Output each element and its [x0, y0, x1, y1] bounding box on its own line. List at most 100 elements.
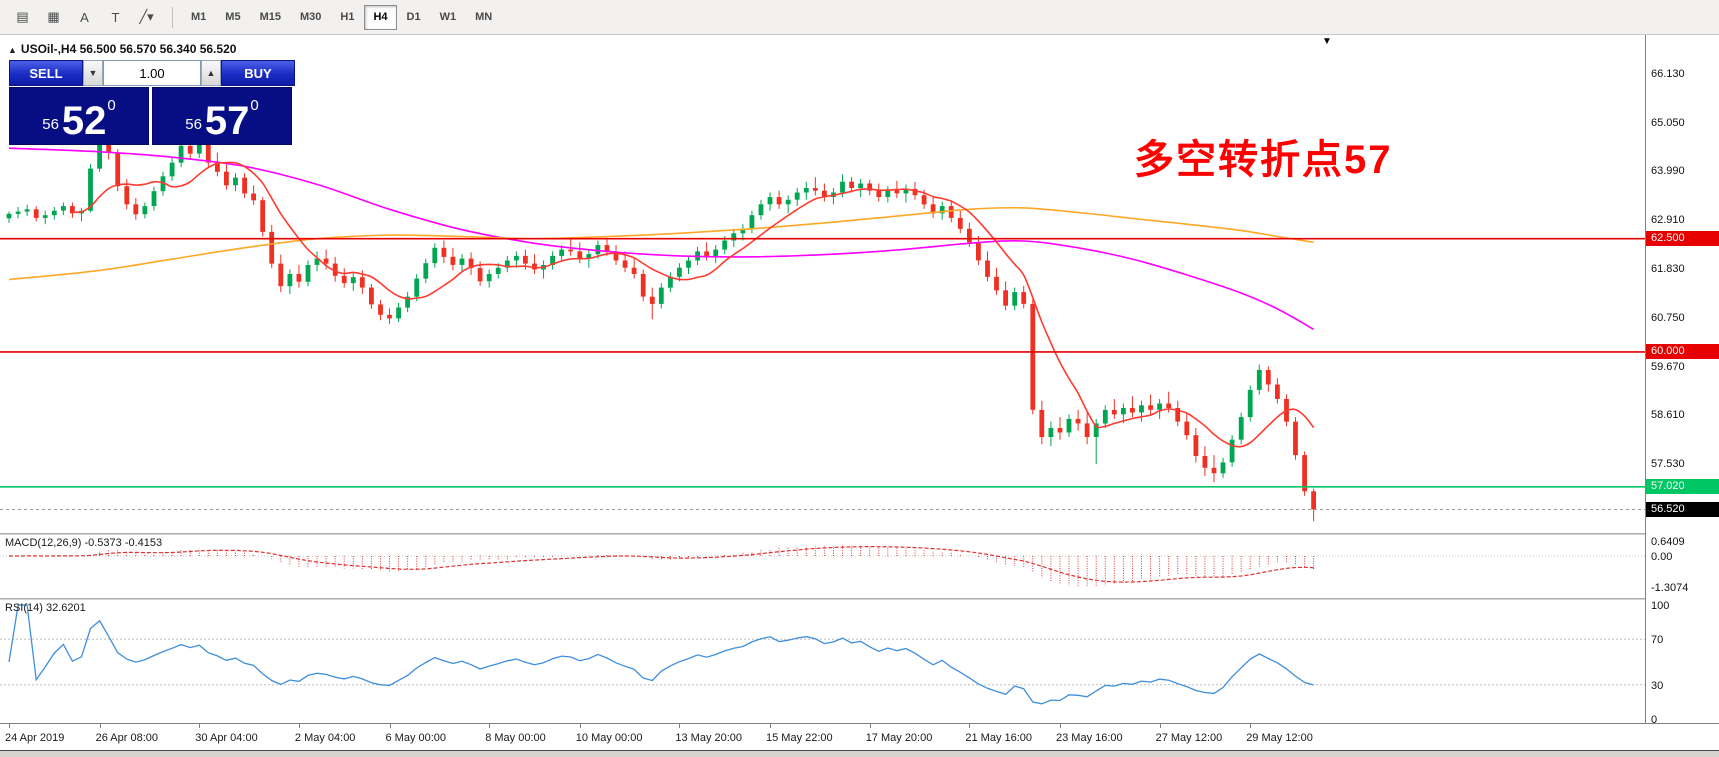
symbol-ohlc-text: USOil-,H4 56.500 56.570 56.340 56.520	[20, 42, 237, 56]
time-axis-tick	[199, 724, 201, 728]
time-axis-label: 8 May 00:00	[485, 732, 546, 744]
timeframe-button-m5[interactable]: M5	[225, 11, 241, 23]
timeframe-button-m30[interactable]: M30	[299, 11, 322, 23]
time-axis-label: 13 May 20:00	[675, 732, 743, 744]
rsi-canvas[interactable]	[0, 600, 1645, 723]
macd-canvas[interactable]	[0, 535, 1645, 598]
price-axis-label: 62.910	[1651, 214, 1685, 227]
time-axis-tick	[869, 724, 871, 728]
toolbar-separator	[172, 6, 173, 28]
rsi-axis-label: 70	[1651, 634, 1664, 647]
time-axis-label: 27 May 12:00	[1155, 732, 1223, 744]
time-axis-tick	[9, 724, 10, 728]
volume-dropdown-icon[interactable]: ▼	[83, 60, 103, 86]
medium-ma-line	[8, 206, 1314, 281]
slow-ma-line	[8, 147, 1314, 330]
ask-big-digits: 57	[204, 99, 250, 144]
bid-pipette: 0	[107, 97, 116, 114]
macd-histogram	[17, 545, 1315, 587]
rsi-axis-label: 30	[1651, 679, 1664, 692]
price-level-badge: 57.020	[1646, 479, 1719, 495]
timeframe-button-mn[interactable]: MN	[475, 11, 493, 23]
macd-axis-label: 0.6409	[1651, 535, 1685, 548]
time-axis-tick	[579, 724, 581, 728]
time-axis-tick	[389, 724, 391, 728]
ask-pipette: 0	[250, 97, 259, 114]
time-axis-label: 6 May 00:00	[385, 732, 447, 744]
price-axis-label: 58.610	[1651, 408, 1685, 421]
bid-prefix: 56	[42, 116, 59, 133]
candlestick-series	[6, 123, 1316, 522]
indicator-list-icon[interactable]: ▦	[47, 9, 60, 24]
toolbar: ▤ ▦ A T ╱▾ M1 M5 M15 M30 H1 H4 D1 W1 MN	[0, 0, 1719, 35]
price-axis-label: 63.990	[1651, 165, 1685, 178]
buy-button[interactable]: BUY	[221, 60, 295, 86]
sell-button[interactable]: SELL	[9, 60, 83, 86]
text-box-icon[interactable]: T	[111, 9, 120, 25]
collapse-triangle-icon[interactable]: ▲	[8, 45, 17, 55]
timeframe-button-w1[interactable]: W1	[439, 11, 457, 23]
time-axis[interactable]: 24 Apr 2019 26 Apr 08:00 30 Apr 04:00 2 May…	[0, 723, 1719, 750]
price-axis[interactable]: 66.130 65.050 63.990 62.910 61.830 60.750 59.6…	[1645, 35, 1719, 726]
one-click-trade-panel: SELL ▼ ▲ BUY 56 52 0 56 57 0	[9, 60, 295, 145]
timeframe-button-group: M1 M5 M15 M30 H1 H4 D1 W1 MN	[182, 4, 502, 30]
volume-input[interactable]	[103, 60, 201, 86]
price-chart-canvas[interactable]	[0, 35, 1645, 533]
rsi-label: RSI(14) 32.6201	[5, 602, 86, 614]
fast-ma-line	[72, 161, 1315, 448]
toolbar-icon-group: ▤ ▦ A T ╱▾	[8, 4, 163, 31]
volume-increase-icon[interactable]: ▲	[201, 60, 221, 86]
macd-signal-line	[9, 545, 1314, 583]
rsi-indicator-pane[interactable]: RSI(14) 32.6201	[0, 600, 1645, 723]
price-chart-pane[interactable]: ▲ USOil-,H4 56.500 56.570 56.340 56.520 S…	[0, 35, 1645, 533]
window-bottom-edge	[0, 750, 1719, 757]
price-axis-label: 57.530	[1651, 457, 1685, 470]
time-axis-label: 24 Apr 2019	[5, 732, 65, 744]
timeframe-button-h4[interactable]: H4	[364, 4, 397, 30]
time-axis-label: 10 May 00:00	[575, 732, 643, 744]
bar-chart-icon[interactable]: ▤	[16, 9, 29, 24]
pane-splitter[interactable]	[0, 533, 1719, 535]
rsi-axis-label: 100	[1651, 600, 1670, 612]
bid-price-display[interactable]: 56 52 0	[9, 87, 149, 145]
time-axis-label: 17 May 20:00	[865, 732, 933, 744]
chart-text-annotation: 多空转折点57	[1134, 138, 1393, 182]
price-axis-label: 60.750	[1651, 312, 1685, 324]
macd-axis-label: -1.3074	[1651, 582, 1689, 595]
price-level-badge: 56.520	[1646, 502, 1719, 517]
time-axis-tick	[1250, 724, 1252, 728]
timeframe-button-m1[interactable]: M1	[191, 11, 207, 23]
ask-price-display[interactable]: 56 57 0	[152, 87, 292, 145]
time-axis-label: 26 Apr 08:00	[95, 732, 158, 744]
time-axis-label: 29 May 12:00	[1246, 732, 1313, 744]
timeframe-button-h1[interactable]: H1	[340, 11, 355, 23]
macd-label: MACD(12,26,9) -0.5373 -0.4153	[5, 537, 163, 549]
text-label-icon[interactable]: A	[80, 9, 89, 25]
timeframe-button-d1[interactable]: D1	[406, 11, 421, 23]
time-axis-label: 23 May 16:00	[1056, 732, 1123, 744]
ask-prefix: 56	[185, 116, 202, 133]
macd-axis-label: 0.00	[1651, 551, 1673, 563]
time-axis-label: 30 Apr 04:00	[195, 732, 258, 744]
time-axis-tick	[298, 724, 300, 728]
chart-symbol-header: ▲ USOil-,H4 56.500 56.570 56.340 56.520	[8, 42, 236, 56]
rsi-line	[8, 604, 1314, 705]
price-axis-label: 61.830	[1651, 263, 1685, 276]
price-axis-label: 65.050	[1651, 117, 1685, 130]
time-axis-tick	[770, 724, 771, 728]
draw-line-icon[interactable]: ╱▾	[139, 9, 154, 24]
chart-shift-marker-icon[interactable]: ▼	[1322, 36, 1332, 47]
price-axis-label: 59.670	[1651, 360, 1685, 373]
time-axis-label: 2 May 04:00	[294, 732, 356, 744]
macd-indicator-pane[interactable]: MACD(12,26,9) -0.5373 -0.4153	[0, 535, 1645, 598]
time-axis-tick	[1159, 724, 1161, 728]
time-axis-label: 15 May 22:00	[766, 732, 833, 744]
time-axis-tick	[1060, 724, 1061, 728]
timeframe-button-m15[interactable]: M15	[259, 11, 281, 23]
pane-splitter[interactable]	[0, 598, 1719, 600]
price-axis-label: 66.130	[1651, 68, 1685, 81]
rsi-axis-label: 0	[1651, 714, 1658, 726]
time-axis-label: 21 May 16:00	[965, 732, 1033, 744]
time-axis-tick	[489, 724, 491, 728]
